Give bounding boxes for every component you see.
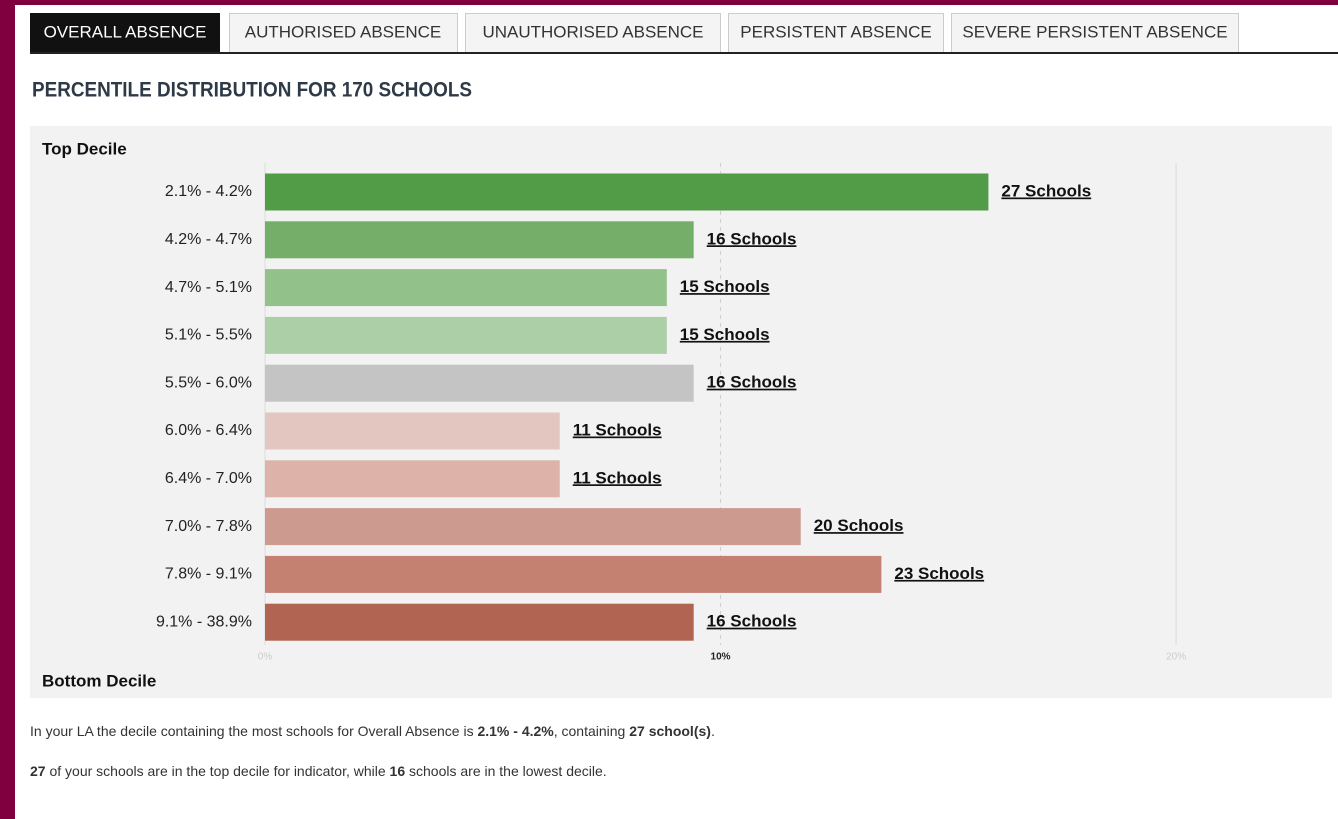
tab[interactable] xyxy=(229,13,458,54)
summary-line: 27 of your schools are in the top decile… xyxy=(30,763,607,779)
x-tick-label: 20% xyxy=(1166,652,1186,663)
tab-label[interactable]: SEVERE PERSISTENT ABSENCE xyxy=(962,22,1227,41)
value-label[interactable]: 11 Schools xyxy=(573,420,662,439)
top-label: Top Decile xyxy=(42,139,127,158)
y-tick-label: 6.4% - 7.0% xyxy=(165,470,252,487)
bar xyxy=(265,412,560,450)
tab-label[interactable]: AUTHORISED ABSENCE xyxy=(245,22,442,41)
bar xyxy=(265,603,694,641)
plot: 0% 10% 20% 2.1% - 4.2% 27 Schools 4.2% - 4.7%… xyxy=(156,163,1186,663)
tab-label[interactable]: UNAUTHORISED ABSENCE xyxy=(482,22,703,41)
bar xyxy=(265,460,560,498)
bar xyxy=(265,173,989,211)
y-tick-label: 5.1% - 5.5% xyxy=(165,327,252,344)
value-label[interactable]: 16 Schools xyxy=(707,373,797,392)
text: of your schools are in the top decile fo… xyxy=(46,763,390,779)
value-label[interactable]: 20 Schools xyxy=(814,516,904,535)
bar xyxy=(265,316,667,354)
text: schools are in the lowest decile. xyxy=(405,763,607,779)
bar xyxy=(265,555,882,593)
text: 27 xyxy=(30,763,46,779)
text: 2.1% - 4.2% xyxy=(477,723,554,739)
y-tick-label: 7.0% - 7.8% xyxy=(165,518,252,535)
y-tick-label: 9.1% - 38.9% xyxy=(156,613,252,630)
text: 16 xyxy=(390,763,406,779)
value-label[interactable]: 11 Schools xyxy=(573,468,662,487)
value-label[interactable]: 15 Schools xyxy=(680,325,770,344)
text: . xyxy=(711,723,715,739)
bar xyxy=(265,364,694,402)
tab-active[interactable] xyxy=(30,13,220,53)
tab-label[interactable]: OVERALL ABSENCE xyxy=(44,22,207,41)
summary-line: In your LA the decile containing the mos… xyxy=(30,723,715,739)
value-label[interactable]: 16 Schools xyxy=(707,612,797,631)
text: 27 school(s) xyxy=(629,723,711,739)
text: In your LA the decile containing the mos… xyxy=(30,723,477,739)
bottom-label: Bottom Decile xyxy=(42,671,156,690)
x-tick-label: 10% xyxy=(711,652,731,663)
value-label[interactable]: 27 Schools xyxy=(1001,181,1091,200)
value-label[interactable]: 15 Schools xyxy=(680,277,770,296)
y-tick-label: 2.1% - 4.2% xyxy=(165,183,252,200)
bar xyxy=(265,508,801,546)
y-tick-label: 5.5% - 6.0% xyxy=(165,374,252,391)
tab-label[interactable]: PERSISTENT ABSENCE xyxy=(740,22,931,41)
chart-title: PERCENTILE DISTRIBUTION FOR 170 SCHOOLS xyxy=(32,79,472,102)
y-tick-label: 4.2% - 4.7% xyxy=(165,231,252,248)
y-tick-label: 4.7% - 5.1% xyxy=(165,279,252,296)
bar xyxy=(265,221,694,259)
text: , containing xyxy=(554,723,630,739)
x-tick-label: 0% xyxy=(258,652,273,663)
y-tick-label: 6.0% - 6.4% xyxy=(165,422,252,439)
y-tick-label: 7.8% - 9.1% xyxy=(165,566,252,583)
bar xyxy=(265,269,667,307)
value-label[interactable]: 16 Schools xyxy=(707,229,797,248)
value-label[interactable]: 23 Schools xyxy=(894,564,984,583)
